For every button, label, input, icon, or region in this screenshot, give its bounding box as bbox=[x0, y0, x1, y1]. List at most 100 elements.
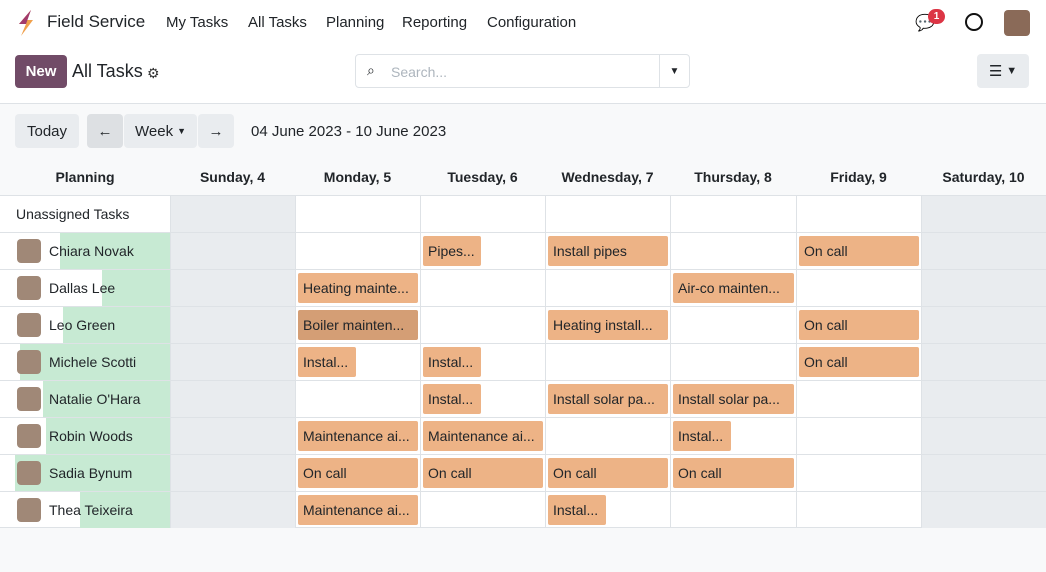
day-cell[interactable] bbox=[420, 381, 545, 417]
task-pill[interactable]: Pipes... bbox=[423, 236, 481, 266]
day-cell[interactable] bbox=[170, 418, 295, 454]
day-cell[interactable] bbox=[670, 455, 796, 491]
day-cell[interactable] bbox=[796, 418, 921, 454]
menu-planning[interactable]: Planning bbox=[326, 14, 385, 31]
day-cell[interactable] bbox=[921, 492, 1046, 528]
day-cell[interactable] bbox=[670, 381, 796, 417]
day-cell[interactable] bbox=[670, 196, 796, 232]
search-input[interactable]: ⌕ Search... ▼ bbox=[355, 54, 690, 88]
menu-all-tasks[interactable]: All Tasks bbox=[248, 14, 307, 31]
task-pill[interactable]: Install pipes bbox=[548, 236, 668, 266]
day-cell[interactable] bbox=[921, 381, 1046, 417]
menu-reporting[interactable]: Reporting bbox=[402, 14, 468, 31]
menu-configuration[interactable]: Configuration bbox=[487, 14, 577, 31]
day-cell[interactable] bbox=[420, 307, 545, 343]
day-cell[interactable] bbox=[295, 492, 420, 528]
task-pill[interactable]: Air-co mainten... bbox=[673, 273, 794, 303]
task-pill[interactable]: Heating install... bbox=[548, 310, 668, 340]
previous-button[interactable]: ← bbox=[87, 114, 123, 148]
task-pill[interactable]: On call bbox=[298, 458, 418, 488]
day-cell[interactable] bbox=[545, 307, 670, 343]
day-cell[interactable] bbox=[170, 233, 295, 269]
day-cell[interactable] bbox=[295, 307, 420, 343]
day-cell[interactable] bbox=[545, 418, 670, 454]
day-cell[interactable] bbox=[170, 455, 295, 491]
day-cell[interactable] bbox=[295, 418, 420, 454]
day-cell[interactable] bbox=[170, 492, 295, 528]
gear-icon[interactable]: ⚙ bbox=[147, 65, 160, 81]
day-cell[interactable] bbox=[670, 492, 796, 528]
day-cell[interactable] bbox=[670, 270, 796, 306]
today-button[interactable]: Today bbox=[15, 114, 79, 148]
day-cell[interactable] bbox=[796, 381, 921, 417]
day-cell[interactable] bbox=[670, 418, 796, 454]
new-button[interactable]: New bbox=[15, 55, 67, 88]
day-cell[interactable] bbox=[921, 196, 1046, 232]
day-cell[interactable] bbox=[670, 344, 796, 380]
day-cell[interactable] bbox=[545, 270, 670, 306]
task-pill[interactable]: Instal... bbox=[673, 421, 731, 451]
day-cell[interactable] bbox=[921, 270, 1046, 306]
task-pill[interactable]: Instal... bbox=[298, 347, 356, 377]
view-switcher-button[interactable]: ☰ ▼ bbox=[977, 54, 1029, 88]
day-cell[interactable] bbox=[796, 196, 921, 232]
clock-icon[interactable] bbox=[965, 13, 983, 31]
search-options-toggle[interactable]: ▼ bbox=[659, 55, 689, 87]
task-pill[interactable]: Boiler mainten... bbox=[298, 310, 418, 340]
day-cell[interactable] bbox=[796, 270, 921, 306]
menu-my-tasks[interactable]: My Tasks bbox=[166, 14, 229, 31]
day-cell[interactable] bbox=[295, 270, 420, 306]
task-pill[interactable]: Maintenance ai... bbox=[298, 495, 418, 525]
task-pill[interactable]: On call bbox=[673, 458, 794, 488]
day-cell[interactable] bbox=[545, 381, 670, 417]
task-pill[interactable]: Maintenance ai... bbox=[298, 421, 418, 451]
task-pill[interactable]: Instal... bbox=[548, 495, 606, 525]
day-cell[interactable] bbox=[670, 307, 796, 343]
user-avatar[interactable] bbox=[1004, 10, 1030, 36]
day-cell[interactable] bbox=[921, 344, 1046, 380]
task-pill[interactable]: Instal... bbox=[423, 384, 481, 414]
day-cell[interactable] bbox=[545, 492, 670, 528]
day-cell[interactable] bbox=[170, 196, 295, 232]
app-name[interactable]: Field Service bbox=[47, 12, 146, 31]
task-pill[interactable]: On call bbox=[548, 458, 668, 488]
day-cell[interactable] bbox=[545, 233, 670, 269]
task-pill[interactable]: On call bbox=[423, 458, 543, 488]
next-button[interactable]: → bbox=[198, 114, 234, 148]
scale-dropdown[interactable]: Week ▼ bbox=[124, 114, 197, 148]
day-cell[interactable] bbox=[670, 233, 796, 269]
task-pill[interactable]: On call bbox=[799, 347, 919, 377]
day-cell[interactable] bbox=[170, 381, 295, 417]
day-cell[interactable] bbox=[921, 418, 1046, 454]
day-cell[interactable] bbox=[295, 344, 420, 380]
day-cell[interactable] bbox=[170, 344, 295, 380]
day-cell[interactable] bbox=[921, 307, 1046, 343]
day-cell[interactable] bbox=[170, 307, 295, 343]
day-cell[interactable] bbox=[545, 344, 670, 380]
task-pill[interactable]: Instal... bbox=[423, 347, 481, 377]
day-cell[interactable] bbox=[420, 455, 545, 491]
task-pill[interactable]: On call bbox=[799, 236, 919, 266]
day-cell[interactable] bbox=[295, 233, 420, 269]
day-cell[interactable] bbox=[295, 455, 420, 491]
field-service-logo-icon[interactable] bbox=[15, 10, 37, 36]
task-pill[interactable]: Install solar pa... bbox=[673, 384, 794, 414]
day-cell[interactable] bbox=[420, 418, 545, 454]
day-cell[interactable] bbox=[420, 270, 545, 306]
day-cell[interactable] bbox=[796, 233, 921, 269]
day-cell[interactable] bbox=[295, 381, 420, 417]
day-cell[interactable] bbox=[420, 233, 545, 269]
day-cell[interactable] bbox=[295, 196, 420, 232]
day-cell[interactable] bbox=[796, 455, 921, 491]
day-cell[interactable] bbox=[796, 492, 921, 528]
day-cell[interactable] bbox=[545, 196, 670, 232]
day-cell[interactable] bbox=[420, 196, 545, 232]
task-pill[interactable]: Install solar pa... bbox=[548, 384, 668, 414]
day-cell[interactable] bbox=[796, 307, 921, 343]
task-pill[interactable]: Maintenance ai... bbox=[423, 421, 543, 451]
day-cell[interactable] bbox=[545, 455, 670, 491]
task-pill[interactable]: Heating mainte... bbox=[298, 273, 418, 303]
day-cell[interactable] bbox=[921, 455, 1046, 491]
task-pill[interactable]: On call bbox=[799, 310, 919, 340]
day-cell[interactable] bbox=[420, 344, 545, 380]
